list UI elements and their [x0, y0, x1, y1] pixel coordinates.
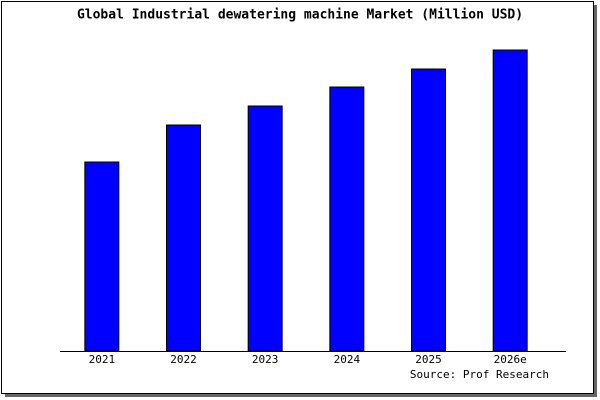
bar [247, 105, 283, 352]
source-note: Source: Prof Research [410, 368, 549, 381]
x-tick-label: 2021 [89, 353, 116, 366]
bar [492, 49, 528, 352]
bar [166, 124, 201, 352]
bar [411, 68, 446, 352]
bar [329, 86, 365, 352]
chart-title: Global Industrial dewatering machine Mar… [77, 8, 523, 23]
x-tick-label: 2022 [170, 353, 197, 366]
x-tick-label: 2024 [334, 353, 361, 366]
x-tick-label: 2026e [494, 353, 527, 366]
bar [84, 161, 120, 352]
x-tick-label: 2023 [252, 353, 279, 366]
x-tick-label: 2025 [415, 353, 442, 366]
